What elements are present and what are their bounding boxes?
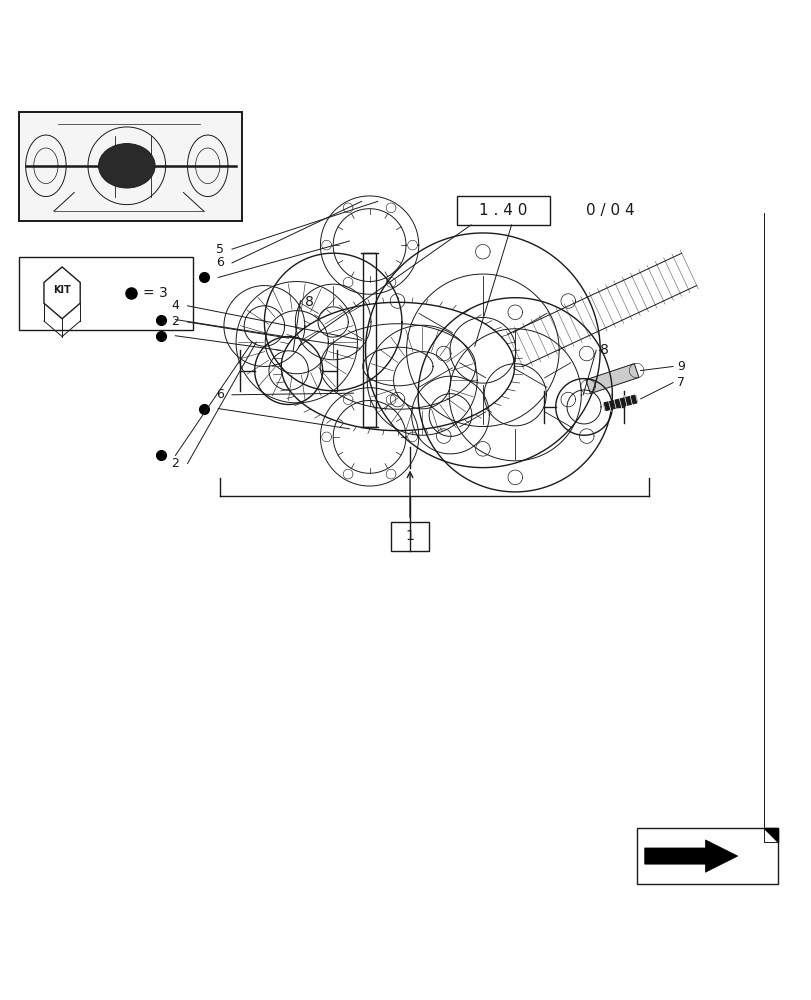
Bar xyxy=(363,253,375,427)
Polygon shape xyxy=(644,840,737,872)
Text: 8: 8 xyxy=(599,343,608,357)
Text: = 3: = 3 xyxy=(143,286,168,300)
Text: 4: 4 xyxy=(171,299,179,312)
Text: 0 / 0 4: 0 / 0 4 xyxy=(586,203,634,218)
Text: 9: 9 xyxy=(676,360,684,373)
Bar xyxy=(457,196,549,225)
Bar xyxy=(390,522,429,551)
Polygon shape xyxy=(603,395,637,411)
Text: 5: 5 xyxy=(216,243,224,256)
Text: 1: 1 xyxy=(406,529,414,543)
Bar xyxy=(636,828,777,884)
Text: KIT: KIT xyxy=(54,285,71,295)
Bar xyxy=(19,257,193,330)
Polygon shape xyxy=(762,828,777,842)
Text: 1 . 4 0: 1 . 4 0 xyxy=(478,203,527,218)
Text: 2: 2 xyxy=(171,315,179,328)
Text: 6: 6 xyxy=(216,256,224,269)
Text: 2: 2 xyxy=(171,457,179,470)
Ellipse shape xyxy=(98,144,155,188)
Text: 7: 7 xyxy=(676,376,684,389)
Bar xyxy=(19,112,242,221)
Text: 6: 6 xyxy=(216,388,224,401)
Text: 8: 8 xyxy=(304,295,313,309)
Polygon shape xyxy=(585,364,638,394)
